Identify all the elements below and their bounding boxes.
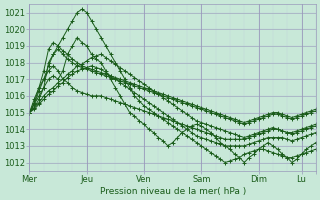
X-axis label: Pression niveau de la mer( hPa ): Pression niveau de la mer( hPa )	[100, 187, 246, 196]
